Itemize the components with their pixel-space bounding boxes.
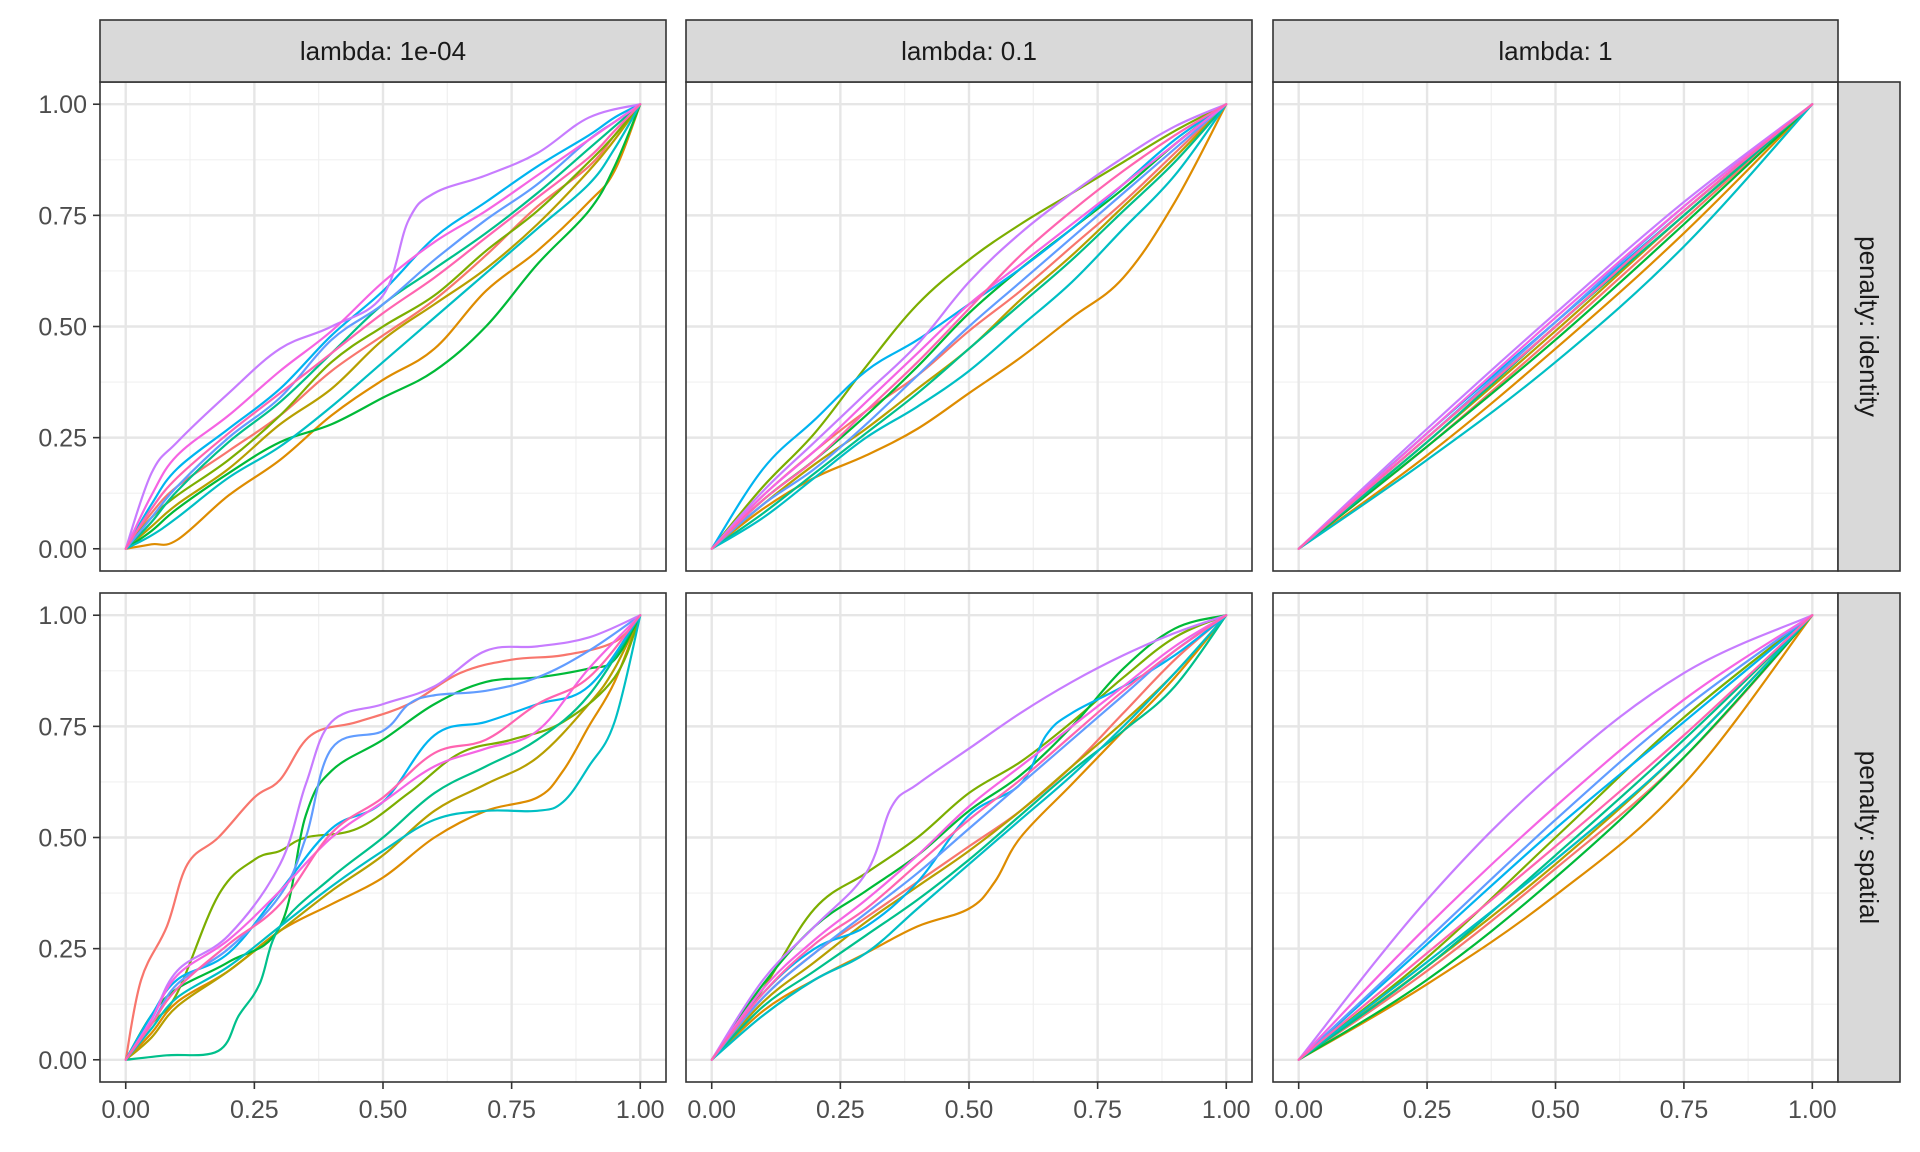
series-line-5 (124, 614, 642, 1061)
y-tick-label: 1.00 (38, 91, 87, 119)
series-line-7 (1297, 614, 1814, 1061)
series-line-5 (124, 103, 642, 550)
x-tick-label: 0.00 (1274, 1096, 1323, 1124)
x-tick-label: 0.25 (816, 1096, 865, 1124)
series-line-3 (124, 103, 642, 550)
x-tick-label: 0.00 (687, 1096, 736, 1124)
series-line-5 (1297, 103, 1814, 550)
series-line-11 (710, 614, 1228, 1061)
series-line-11 (710, 103, 1228, 550)
series-line-6 (1297, 614, 1814, 1061)
series-line-2 (124, 614, 642, 1061)
series-line-10 (124, 103, 642, 550)
series-group-r0-c0 (124, 103, 642, 550)
strip-col-3 (1272, 19, 1839, 83)
series-line-6 (710, 103, 1228, 550)
y-tick-label: 0.50 (38, 825, 87, 853)
x-tick-label: 0.75 (1073, 1096, 1122, 1124)
series-line-6 (124, 614, 642, 1061)
x-tick-label: 1.00 (616, 1096, 665, 1124)
series-group-r1-c1 (710, 614, 1228, 1061)
x-tick-label: 0.25 (230, 1096, 279, 1124)
series-line-4 (1297, 614, 1814, 1061)
series-line-2 (1297, 614, 1814, 1061)
series-line-11 (124, 614, 642, 1061)
series-line-9 (710, 103, 1228, 550)
series-line-12 (1297, 103, 1814, 550)
y-tick-label: 0.25 (38, 936, 87, 964)
x-tick-label: 0.75 (487, 1096, 536, 1124)
series-line-10 (710, 103, 1228, 550)
series-line-7 (124, 103, 642, 550)
series-line-9 (710, 614, 1228, 1061)
series-group-r0-c2 (1297, 103, 1814, 550)
series-group-r0-c1 (710, 103, 1228, 550)
strip-col-label-2: lambda: 0.1 (901, 36, 1037, 66)
series-line-9 (1297, 614, 1814, 1061)
y-tick-label: 0.75 (38, 202, 87, 230)
series-line-2 (1297, 103, 1814, 550)
strip-row-1 (1837, 81, 1901, 572)
series-line-8 (124, 614, 642, 1061)
strip-row-label-1: penalty: identity (1854, 236, 1884, 417)
series-group-r1-c0 (124, 614, 642, 1061)
series-line-7 (124, 614, 642, 1061)
strip-col-label-1: lambda: 1e-04 (300, 36, 466, 66)
x-tick-label: 0.25 (1403, 1096, 1452, 1124)
series-line-10 (1297, 103, 1814, 550)
series-line-10 (124, 614, 642, 1061)
series-group-r1-c2 (1297, 614, 1814, 1061)
x-tick-label: 0.00 (101, 1096, 150, 1124)
series-line-11 (1297, 103, 1814, 550)
y-tick-label: 0.75 (38, 713, 87, 741)
series-line-10 (1297, 614, 1814, 1061)
series-line-12 (124, 614, 642, 1061)
x-tick-label: 1.00 (1788, 1096, 1837, 1124)
series-line-12 (710, 103, 1228, 550)
series-line-8 (1297, 614, 1814, 1061)
x-tick-label: 0.75 (1660, 1096, 1709, 1124)
panel-r1-c0 (100, 593, 666, 1082)
series-line-12 (710, 614, 1228, 1061)
series-line-4 (124, 103, 642, 550)
series-line-7 (1297, 103, 1814, 550)
x-tick-label: 0.50 (945, 1096, 994, 1124)
strip-col-2 (685, 19, 1253, 83)
series-line-12 (124, 103, 642, 550)
series-line-4 (710, 103, 1228, 550)
y-tick-label: 0.00 (38, 536, 87, 564)
x-tick-label: 0.50 (1531, 1096, 1580, 1124)
y-tick-label: 0.50 (38, 314, 87, 342)
panel-r1-c1 (686, 593, 1252, 1082)
y-tick-label: 1.00 (38, 602, 87, 630)
series-line-11 (124, 103, 642, 550)
strip-row-label-2: penalty: spatial (1854, 751, 1884, 924)
series-line-1 (124, 614, 642, 1061)
y-tick-label: 0.25 (38, 425, 87, 453)
strip-row-2 (1837, 592, 1901, 1083)
series-line-8 (124, 103, 642, 550)
series-line-3 (710, 614, 1228, 1061)
series-line-5 (1297, 614, 1814, 1061)
series-line-7 (710, 103, 1228, 550)
series-line-12 (1297, 614, 1814, 1061)
strip-col-1 (99, 19, 667, 83)
series-line-4 (710, 614, 1228, 1061)
series-line-10 (710, 614, 1228, 1061)
series-line-7 (710, 614, 1228, 1061)
x-tick-label: 0.50 (359, 1096, 408, 1124)
series-line-6 (710, 614, 1228, 1061)
y-tick-label: 0.00 (38, 1047, 87, 1075)
strip-col-label-3: lambda: 1 (1498, 36, 1612, 66)
x-tick-label: 1.00 (1202, 1096, 1251, 1124)
series-line-9 (124, 614, 642, 1061)
series-line-2 (124, 103, 642, 550)
series-line-11 (1297, 614, 1814, 1061)
